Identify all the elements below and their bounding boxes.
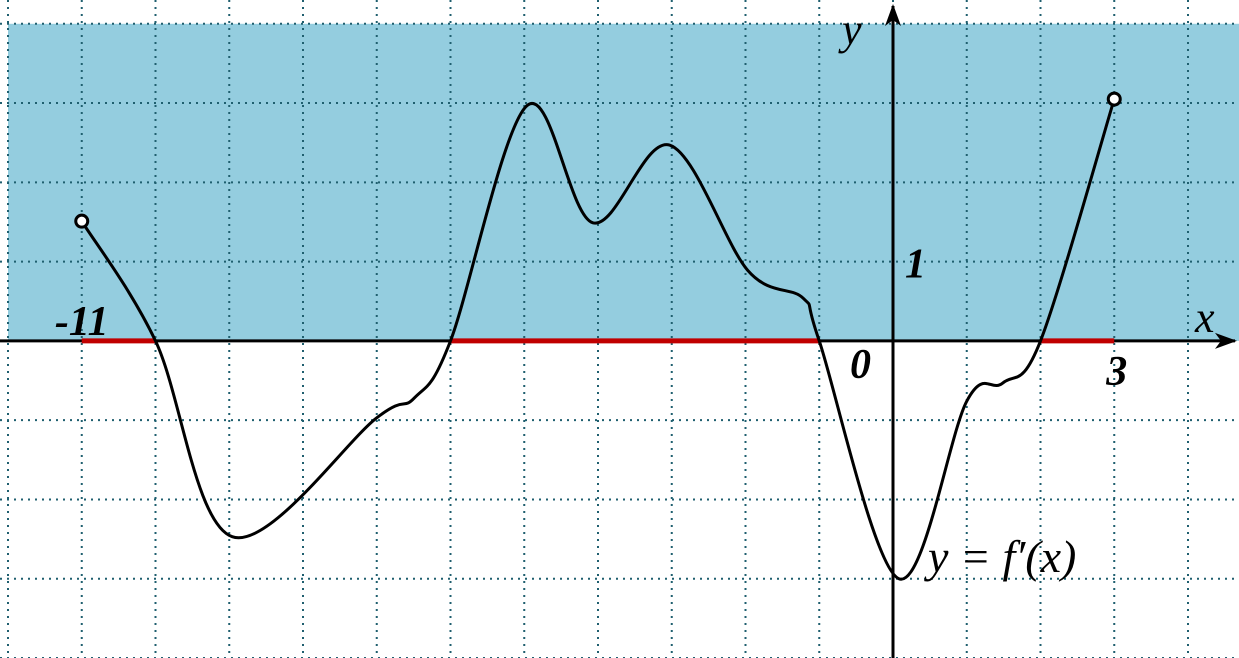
open-endpoint xyxy=(74,213,90,229)
origin-label: 0 xyxy=(850,342,871,388)
x-axis-arrow xyxy=(1215,332,1237,349)
y-axis-arrow xyxy=(885,4,901,26)
x-tick-label: -11 xyxy=(55,299,109,345)
y-tick-label: 1 xyxy=(905,242,926,288)
x-tick-label: 3 xyxy=(1105,349,1127,395)
open-endpoint xyxy=(1106,91,1122,107)
plot: -11 3 1 xyxy=(0,4,1237,658)
curve-label: y = f′(x) xyxy=(924,531,1076,582)
curve xyxy=(80,98,1116,581)
y-axis-label: y xyxy=(838,5,862,54)
x-axis-label: x xyxy=(1194,293,1215,342)
